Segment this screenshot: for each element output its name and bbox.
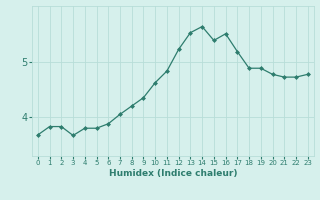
X-axis label: Humidex (Indice chaleur): Humidex (Indice chaleur) (108, 169, 237, 178)
